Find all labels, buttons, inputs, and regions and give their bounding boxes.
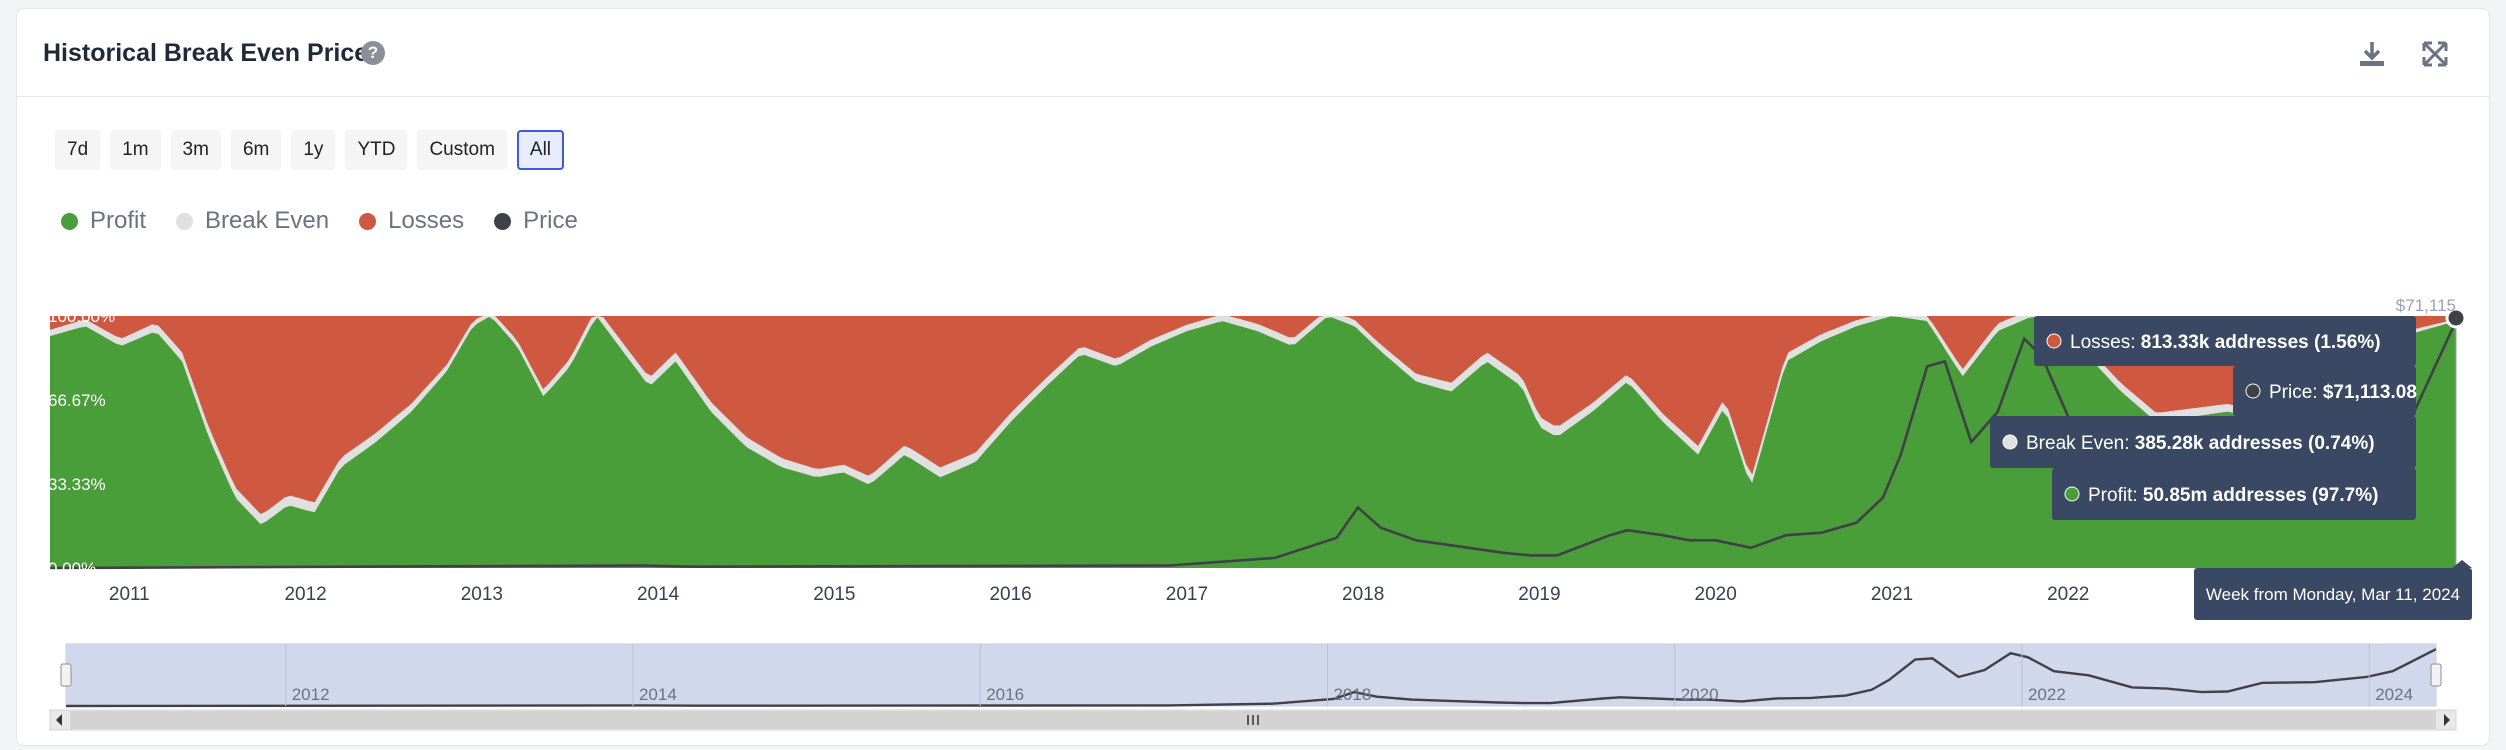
navigator-tick-label: 2016 — [986, 685, 1024, 704]
y-tick-label: 33.33% — [48, 475, 106, 494]
x-tick-label: 2017 — [1166, 584, 1208, 605]
tooltip-row-break-even: Break Even: 385.28k addresses (0.74%) — [1990, 416, 2416, 468]
tooltip-week-box — [2194, 568, 2472, 620]
legend-item-profit[interactable]: Profit — [61, 207, 146, 235]
x-tick-label: 2019 — [1518, 584, 1560, 605]
range-button-ytd[interactable]: YTD — [345, 130, 408, 170]
scrollbar-grip-icon — [1247, 715, 1259, 725]
x-tick-label: 2015 — [813, 584, 855, 605]
y-tick-label: 0.00% — [48, 559, 96, 578]
legend-dot — [176, 212, 194, 230]
tooltip-row-profit: Profit: 50.85m addresses (97.7%) — [2052, 468, 2416, 520]
x-tick-label: 2012 — [284, 584, 326, 605]
navigator-selection[interactable] — [65, 643, 2437, 707]
range-button-all[interactable]: All — [516, 130, 565, 170]
x-tick-label: 2011 — [109, 584, 150, 605]
range-button-7d[interactable]: 7d — [55, 130, 101, 170]
legend-dot — [61, 212, 78, 230]
navigator-price-line — [65, 648, 2437, 708]
tooltip-text: Profit: 50.85m addresses (97.7%) — [2088, 485, 2378, 506]
navigator-right-handle[interactable] — [2430, 663, 2442, 687]
range-button-1y[interactable]: 1y — [291, 130, 336, 170]
tooltip-dot — [2046, 333, 2062, 349]
x-tick-label: 2022 — [2047, 584, 2089, 605]
page-title: Historical Break Even Price — [43, 39, 369, 67]
tooltip-week-pointer — [2452, 560, 2472, 568]
legend-item-losses[interactable]: Losses — [359, 207, 464, 235]
tooltip-value: $71,113.08 — [2323, 382, 2417, 403]
price-axis-label: $71,115 — [2396, 296, 2456, 315]
tooltip-box — [2233, 366, 2416, 416]
scroll-left-arrow-icon[interactable] — [56, 714, 62, 726]
y-axis-ticks: 0.00% 33.33% 66.67% 100.00% — [48, 307, 115, 578]
legend-label: Price — [523, 207, 578, 234]
x-axis-ticks: 2011 2012 2013 2014 2015 2016 2017 2018 2019 2020… — [109, 584, 2089, 605]
legend-label: Break Even — [205, 207, 330, 234]
tooltip-label: Profit: — [2088, 485, 2143, 506]
legend-item-break-even[interactable]: Break Even — [176, 207, 329, 235]
x-tick-label: 2013 — [461, 584, 503, 605]
tooltip-value: 385.28k addresses (0.74%) — [2135, 433, 2375, 454]
tooltip-row-losses: Losses: 813.33k addresses (1.56%) — [2034, 316, 2416, 366]
download-icon[interactable] — [2355, 37, 2389, 71]
tooltip-week: Week from Monday, Mar 11, 2024 — [2194, 560, 2472, 620]
profit-area — [50, 316, 2456, 568]
tooltip-label: Losses: — [2070, 332, 2141, 353]
navigator[interactable]: 2012 2014 2016 2018 2020 2022 2024 — [49, 643, 2457, 731]
tooltip-text: Price: $71,113.08 — [2269, 382, 2417, 403]
navigator-left-handle[interactable] — [60, 663, 72, 687]
main-plot-area — [49, 307, 2467, 570]
navigator-tick-label: 2024 — [2375, 685, 2413, 704]
tooltip-value: 50.85m addresses (97.7%) — [2143, 485, 2379, 506]
tooltip-label: Break Even: — [2026, 433, 2135, 454]
y-tick-label: 100.00% — [48, 307, 115, 326]
navigator-tick-label: 2020 — [1681, 685, 1719, 704]
navigator-tick-label: 2022 — [2028, 685, 2066, 704]
scroll-right-arrow-icon[interactable] — [2444, 714, 2450, 726]
chart-tooltip: Losses: 813.33k addresses (1.56%) Price: … — [1990, 316, 2472, 620]
tooltip-box — [2052, 468, 2416, 520]
legend-label: Profit — [90, 207, 147, 234]
range-button-3m[interactable]: 3m — [170, 130, 221, 170]
tooltip-box — [1990, 416, 2416, 468]
tooltip-label: Price: — [2269, 382, 2323, 403]
card-header: Historical Break Even Price ? — [17, 9, 2489, 97]
navigator-tick-label: 2014 — [639, 685, 677, 704]
price-hover-point — [2445, 307, 2467, 329]
legend-label: Losses — [388, 207, 465, 234]
tooltip-dot — [2064, 486, 2080, 502]
chart-legend: Profit Break Even Losses Price — [61, 205, 578, 237]
legend-item-price[interactable]: Price — [494, 207, 578, 235]
legend-dot — [359, 212, 377, 230]
navigator-tick-label: 2018 — [1333, 685, 1371, 704]
tooltip-text: Losses: 813.33k addresses (1.56%) — [2070, 332, 2381, 353]
legend-dot — [494, 212, 512, 230]
navigator-tick-label: 2012 — [292, 685, 330, 704]
x-tick-label: 2016 — [989, 584, 1031, 605]
x-tick-label: 2014 — [637, 584, 680, 605]
tooltip-dot — [2245, 383, 2261, 399]
y-tick-label: 66.67% — [48, 391, 106, 410]
tooltip-week-label: Week from Monday, Mar 11, 2024 — [2206, 585, 2460, 604]
tooltip-value: 813.33k addresses (1.56%) — [2141, 332, 2381, 353]
range-button-1m[interactable]: 1m — [110, 130, 161, 170]
tooltip-text: Break Even: 385.28k addresses (0.74%) — [2026, 433, 2375, 454]
fullscreen-icon[interactable] — [2418, 37, 2452, 71]
range-selector: 7d 1m 3m 6m 1y YTD Custom All — [55, 130, 565, 170]
x-tick-label: 2021 — [1871, 584, 1913, 605]
question-circle-icon[interactable]: ? — [361, 41, 385, 65]
x-tick-label: 2020 — [1695, 584, 1737, 605]
tooltip-box — [2034, 316, 2416, 366]
x-tick-label: 2018 — [1342, 584, 1384, 605]
range-button-6m[interactable]: 6m — [230, 130, 282, 170]
tooltip-row-price: Price: $71,113.08 — [2233, 366, 2417, 416]
tooltip-dot — [2002, 434, 2018, 450]
range-button-custom[interactable]: Custom — [417, 130, 507, 170]
